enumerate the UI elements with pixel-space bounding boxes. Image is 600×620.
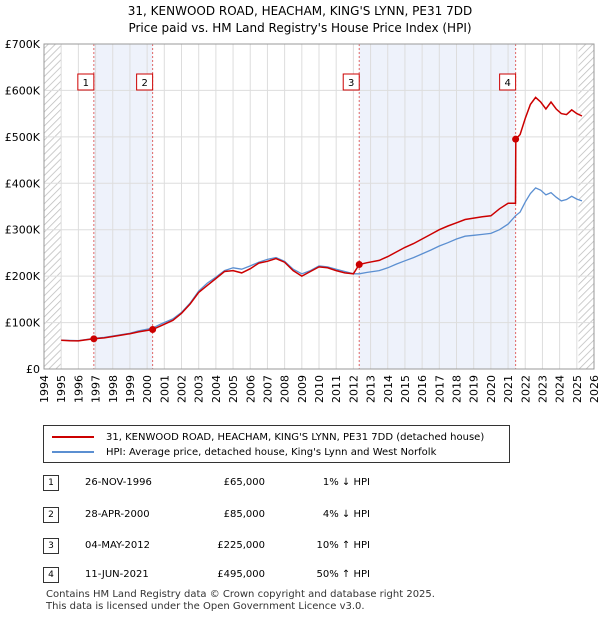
x-tick-label: 2007 bbox=[261, 375, 274, 403]
y-tick-label: £700K bbox=[5, 38, 41, 51]
sale-date: 04-MAY-2012 bbox=[85, 540, 151, 551]
sale-label-number: 4 bbox=[504, 78, 510, 89]
sale-date: 28-APR-2000 bbox=[85, 509, 150, 520]
x-tick-label: 2016 bbox=[416, 375, 429, 403]
shaded-period bbox=[359, 44, 516, 369]
y-tick-label: £100K bbox=[5, 317, 41, 330]
x-tick-label: 2001 bbox=[158, 375, 171, 403]
sale-label-number: 2 bbox=[141, 78, 147, 89]
sale-label-box bbox=[77, 73, 95, 91]
sale-number-badge: 2 bbox=[43, 507, 59, 523]
x-tick-label: 2025 bbox=[571, 375, 584, 403]
x-tick-label: 2009 bbox=[296, 375, 309, 403]
chart-title-line2: Price paid vs. HM Land Registry's House … bbox=[128, 21, 472, 35]
legend: 31, KENWOOD ROAD, HEACHAM, KING'S LYNN, … bbox=[43, 425, 510, 463]
legend-line-hpi bbox=[52, 451, 94, 453]
x-tick-label: 2015 bbox=[399, 375, 412, 403]
x-tick-label: 2008 bbox=[279, 375, 292, 403]
hatched-region bbox=[578, 44, 594, 369]
x-tick-label: 2002 bbox=[176, 375, 189, 403]
y-tick-label: £300K bbox=[5, 224, 41, 237]
price-chart: £0 £100K £200K £300K £400K £500K £600K £700K 199… bbox=[5, 38, 600, 403]
sale-label-box bbox=[136, 73, 154, 91]
x-tick-label: 2012 bbox=[347, 375, 360, 403]
table-row: 2 28-APR-2000 £85,000 4% ↓ HPI bbox=[0, 507, 600, 525]
x-tick-label: 2024 bbox=[554, 375, 567, 403]
shaded-period bbox=[93, 44, 153, 369]
x-tick-label: 2000 bbox=[141, 375, 154, 403]
x-tick-label: 1998 bbox=[107, 375, 120, 403]
table-row: 1 26-NOV-1996 £65,000 1% ↓ HPI bbox=[0, 475, 600, 493]
sale-hpi-diff: 1% ↓ HPI bbox=[322, 477, 370, 488]
sale-date: 26-NOV-1996 bbox=[85, 477, 152, 488]
x-tick-label: 2005 bbox=[227, 375, 240, 403]
y-tick-label: £400K bbox=[5, 177, 41, 190]
sale-point bbox=[355, 261, 363, 269]
x-tick-label: 2021 bbox=[502, 375, 515, 403]
plot-border bbox=[43, 43, 595, 370]
hatched-region bbox=[44, 44, 62, 369]
sale-number-badge: 4 bbox=[43, 567, 59, 583]
sale-label-box bbox=[342, 73, 360, 91]
x-tick-label: 2014 bbox=[382, 375, 395, 403]
sale-label-box bbox=[499, 73, 517, 91]
sale-point bbox=[149, 326, 157, 334]
sale-price: £85,000 bbox=[223, 509, 265, 520]
x-tick-label: 2020 bbox=[485, 375, 498, 403]
table-row: 3 04-MAY-2012 £225,000 10% ↑ HPI bbox=[0, 538, 600, 556]
x-tick-label: 2011 bbox=[330, 375, 343, 403]
x-tick-label: 2010 bbox=[313, 375, 326, 403]
legend-line-property bbox=[52, 436, 94, 438]
x-tick-label: 1997 bbox=[90, 375, 103, 403]
sale-label-number: 3 bbox=[348, 78, 354, 89]
x-tick-label: 2018 bbox=[451, 375, 464, 403]
y-tick-label: £600K bbox=[5, 84, 41, 97]
table-row: 4 11-JUN-2021 £495,000 50% ↑ HPI bbox=[0, 567, 600, 585]
sale-point bbox=[90, 335, 98, 343]
legend-item-property: 31, KENWOOD ROAD, HEACHAM, KING'S LYNN, … bbox=[52, 430, 484, 444]
sale-hpi-diff: 10% ↑ HPI bbox=[316, 540, 370, 551]
chart-title-line1: 31, KENWOOD ROAD, HEACHAM, KING'S LYNN, … bbox=[127, 4, 473, 18]
y-tick-label: £500K bbox=[5, 131, 41, 144]
sale-point bbox=[512, 135, 520, 143]
y-tick-label: £0 bbox=[26, 363, 40, 376]
x-tick-label: 1996 bbox=[72, 375, 85, 403]
y-tick-label: £200K bbox=[5, 270, 41, 283]
sale-price: £495,000 bbox=[217, 569, 265, 580]
x-tick-label: 2019 bbox=[468, 375, 481, 403]
sale-date: 11-JUN-2021 bbox=[85, 569, 149, 580]
x-tick-label: 2026 bbox=[588, 375, 600, 403]
sale-price: £225,000 bbox=[217, 540, 265, 551]
x-tick-label: 1994 bbox=[38, 375, 51, 403]
legend-label-property: 31, KENWOOD ROAD, HEACHAM, KING'S LYNN, … bbox=[106, 431, 485, 443]
x-tick-label: 1995 bbox=[55, 375, 68, 403]
sale-label-number: 1 bbox=[83, 78, 89, 89]
legend-label-hpi: HPI: Average price, detached house, King… bbox=[106, 446, 437, 458]
x-tick-label: 2022 bbox=[519, 375, 532, 403]
sale-hpi-diff: 50% ↑ HPI bbox=[316, 569, 370, 580]
x-tick-label: 2003 bbox=[193, 375, 206, 403]
x-tick-label: 2023 bbox=[536, 375, 549, 403]
x-tick-label: 2013 bbox=[365, 375, 378, 403]
x-tick-label: 2017 bbox=[433, 375, 446, 403]
x-tick-label: 2004 bbox=[210, 375, 223, 403]
sale-number-badge: 1 bbox=[43, 475, 59, 491]
legend-item-hpi: HPI: Average price, detached house, King… bbox=[52, 445, 436, 459]
sale-number-badge: 3 bbox=[43, 538, 59, 554]
x-tick-label: 2006 bbox=[244, 375, 257, 403]
footer-copyright: Contains HM Land Registry data © Crown c… bbox=[46, 589, 435, 600]
property-price-line bbox=[61, 96, 583, 342]
sale-price: £65,000 bbox=[223, 477, 265, 488]
x-tick-label: 1999 bbox=[124, 375, 137, 403]
footer-licence: This data is licensed under the Open Gov… bbox=[46, 601, 365, 612]
sale-hpi-diff: 4% ↓ HPI bbox=[322, 509, 370, 520]
